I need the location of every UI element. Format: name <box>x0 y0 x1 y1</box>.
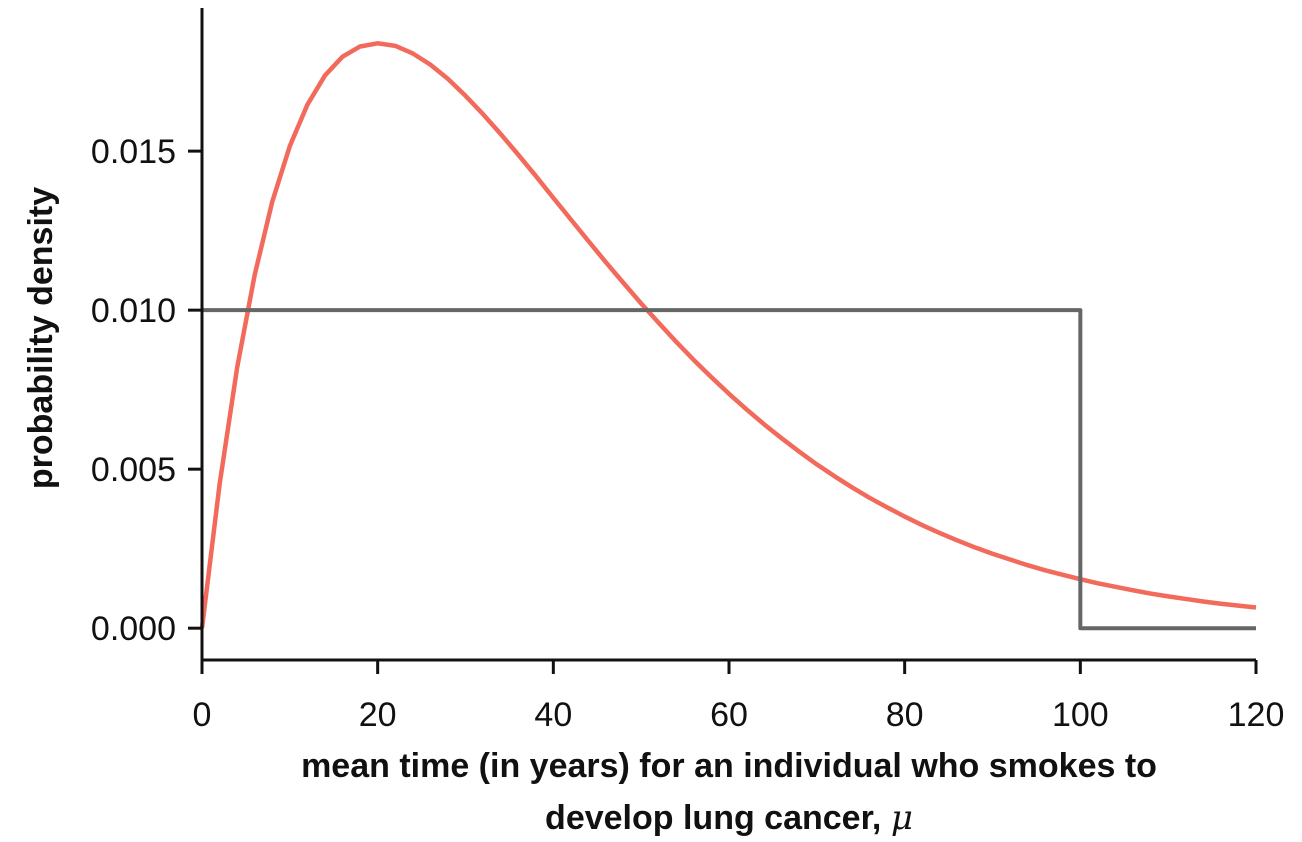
x-tick-label: 120 <box>1228 696 1285 734</box>
x-tick-label: 40 <box>534 696 572 734</box>
y-tick-label: 0.000 <box>91 610 176 648</box>
x-tick-label: 60 <box>710 696 748 734</box>
series-layer <box>199 41 1257 631</box>
x-axis-title-line-2-text: develop lung cancer, <box>545 799 891 837</box>
axes-layer <box>200 8 1256 662</box>
y-tick-label: 0.010 <box>91 292 176 330</box>
x-axis-title-line-1: mean time (in years) for an individual w… <box>301 747 1157 785</box>
y-tick-label: 0.015 <box>91 133 176 171</box>
y-tick-label: 0.005 <box>91 451 176 489</box>
x-tick-label: 80 <box>886 696 924 734</box>
mu-symbol: μ <box>891 798 913 838</box>
x-tick-label: 20 <box>359 696 397 734</box>
x-tick-label: 100 <box>1052 696 1109 734</box>
x-tick-label: 0 <box>193 696 212 734</box>
density-curve <box>199 41 1257 629</box>
ticks-layer: 0 20 40 60 80 100 120 0.000 0.005 0.010 0.015 <box>91 133 1284 734</box>
y-axis-title: probability density <box>22 187 60 489</box>
uniform-prior-line <box>202 308 1256 631</box>
x-axis-title-line-2: develop lung cancer, μ <box>545 798 913 838</box>
